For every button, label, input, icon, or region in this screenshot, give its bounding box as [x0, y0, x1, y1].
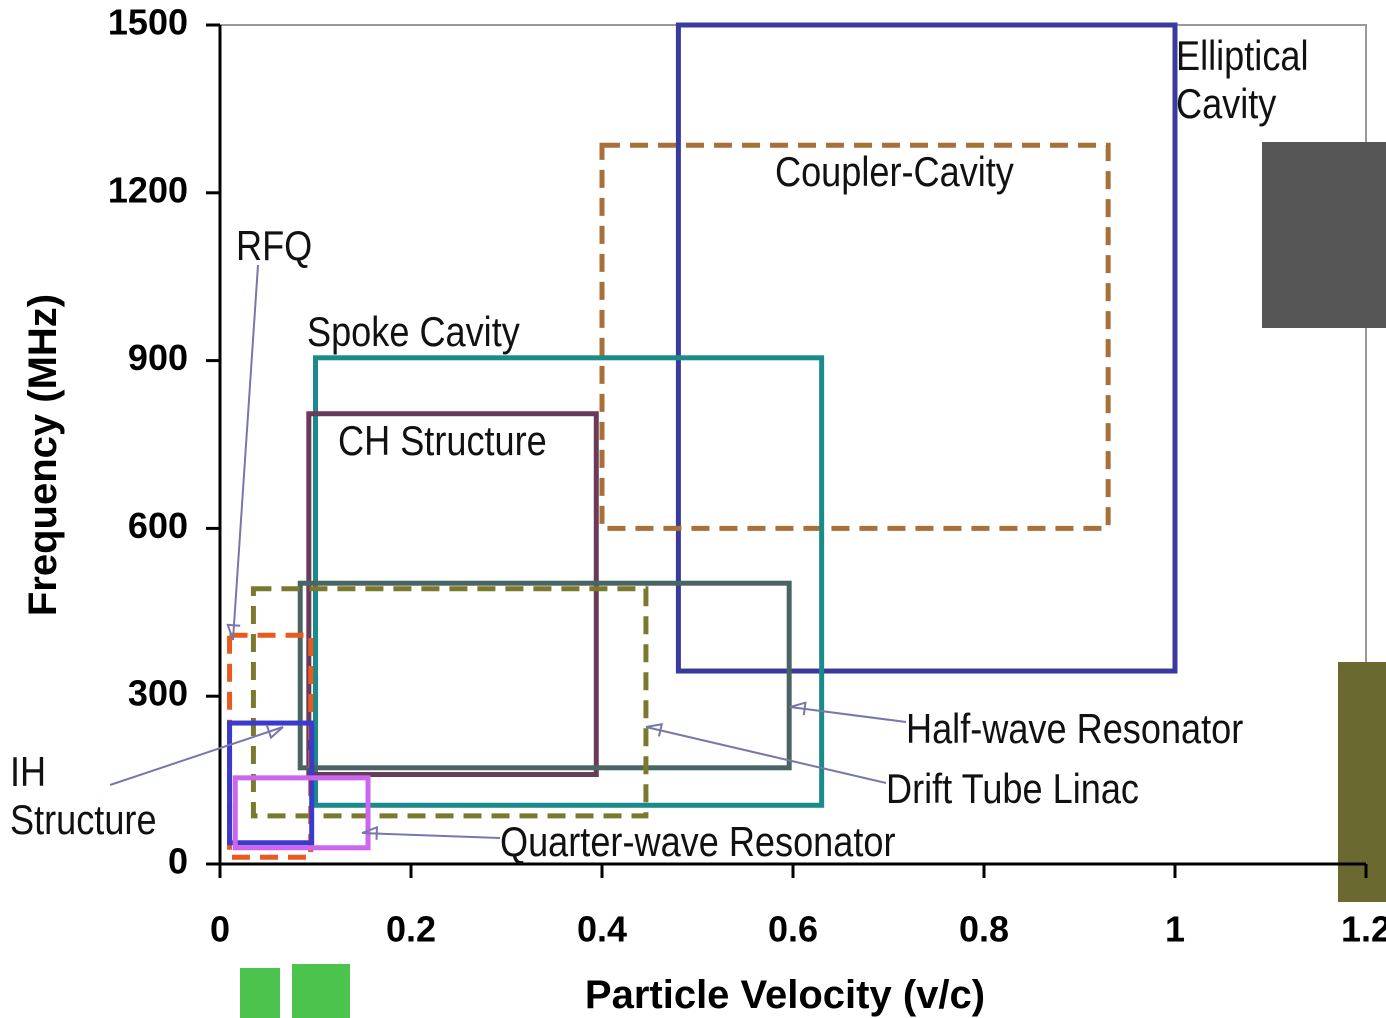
range-box [675, 22, 1178, 674]
x-tick-label: 0.2 [386, 909, 436, 950]
y-tick-label: 600 [128, 505, 188, 546]
x-tick-label: 0.4 [577, 909, 627, 950]
series-label: CH Structure [338, 417, 547, 464]
pointer-head [789, 701, 807, 716]
pointer-line [361, 832, 501, 839]
icon [240, 968, 280, 1018]
pointer-line [645, 726, 887, 784]
pointer-line [232, 264, 259, 641]
pointer-head [361, 825, 379, 840]
x-tick-label: 1 [1165, 909, 1185, 950]
photo-resonator [1338, 662, 1386, 902]
x-tick-label: 0 [210, 909, 230, 950]
x-tick-label: 0.8 [959, 909, 1009, 950]
icon [292, 964, 350, 1018]
range-box [306, 411, 599, 778]
range-box [297, 580, 792, 771]
series-label: IH Structure [10, 748, 157, 843]
x-axis-label: Particle Velocity (v/c) [585, 973, 985, 1017]
pointer-head [226, 623, 241, 641]
y-tick-label: 900 [128, 337, 188, 378]
y-tick-label: 0 [168, 841, 188, 882]
series-label: Spoke Cavity [307, 308, 520, 355]
series-label: Elliptical Cavity [1176, 32, 1309, 127]
pointer-line [109, 726, 284, 786]
range-box [250, 586, 649, 819]
series-label: RFQ [236, 222, 313, 269]
range-box [227, 720, 315, 846]
series-label: Quarter-wave Resonator [500, 818, 896, 865]
series-label: Half-wave Resonator [906, 705, 1244, 752]
range-box [599, 142, 1111, 531]
pointer-line [789, 706, 907, 723]
photo-elliptical [1262, 142, 1386, 328]
series-label: Drift Tube Linac [886, 765, 1139, 812]
y-axis-label: Frequency (MHz) [21, 294, 65, 616]
pointer-head [266, 725, 284, 740]
y-tick-label: 300 [128, 673, 188, 714]
y-tick-label: 1500 [108, 2, 188, 43]
range-box [227, 632, 314, 860]
y-tick-label: 1200 [108, 169, 188, 210]
pointer-head [645, 723, 664, 737]
x-tick-label: 1.2 [1341, 909, 1386, 950]
range-box [232, 775, 371, 851]
series-label: Coupler-Cavity [775, 148, 1014, 195]
x-tick-label: 0.6 [768, 909, 818, 950]
